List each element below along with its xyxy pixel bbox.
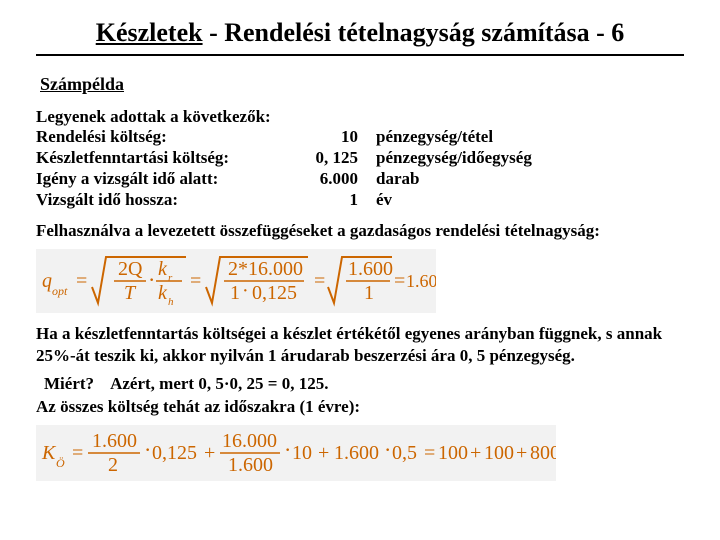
svg-text:K: K <box>41 442 57 464</box>
svg-text:800: 800 <box>530 442 556 464</box>
svg-text:100: 100 <box>484 442 514 464</box>
svg-text:=: = <box>424 442 435 464</box>
svg-text:0,5: 0,5 <box>392 442 417 464</box>
why-label: Miért? <box>44 374 94 393</box>
svg-text:k: k <box>158 282 168 304</box>
svg-text:=: = <box>72 442 83 464</box>
formula-ko: K Ö = 1.600 2 · 0,125 + 16.000 1.600 · 1… <box>36 425 684 481</box>
why-answer: Azért, mert 0, 5·0, 25 = 0, 125. <box>110 374 328 393</box>
svg-text:+: + <box>516 442 527 464</box>
svg-text:1.600: 1.600 <box>92 430 137 452</box>
svg-text:·: · <box>148 267 155 292</box>
title-rest: - Rendelési tételnagyság számítása - 6 <box>203 18 625 47</box>
svg-text:=: = <box>314 270 325 292</box>
svg-text:16.000: 16.000 <box>222 430 277 452</box>
svg-text:q: q <box>42 270 52 292</box>
svg-text:opt: opt <box>52 284 68 298</box>
svg-text:·: · <box>284 437 291 462</box>
svg-text:r: r <box>168 272 173 284</box>
given-table: Rendelési költség: 10 pénzegység/tétel K… <box>36 127 684 210</box>
given-unit: év <box>376 190 684 210</box>
title-underlined: Készletek <box>96 18 203 47</box>
svg-text:Ö: Ö <box>56 455 65 470</box>
svg-text:0,125: 0,125 <box>252 282 297 304</box>
svg-text:+: + <box>470 442 481 464</box>
given-value: 10 <box>286 127 376 147</box>
given-unit: darab <box>376 169 684 189</box>
svg-text:0,125: 0,125 <box>152 442 197 464</box>
svg-text:100: 100 <box>438 442 468 464</box>
svg-text:·: · <box>242 280 249 302</box>
svg-text:+: + <box>204 442 215 464</box>
given-unit: pénzegység/időegység <box>376 148 684 168</box>
svg-text:k: k <box>158 258 168 280</box>
svg-text:1.600: 1.600 <box>348 258 393 280</box>
svg-text:+: + <box>318 442 329 464</box>
formula-qopt: q opt = 2Q T · k r k h = 2*16.000 1 <box>36 249 684 313</box>
page-title: Készletek - Rendelési tételnagyság számí… <box>36 18 684 56</box>
svg-text:=: = <box>76 270 87 292</box>
given-header: Legyenek adottak a következők: <box>36 107 684 127</box>
svg-text:T: T <box>124 282 137 304</box>
given-value: 0, 125 <box>286 148 376 168</box>
svg-text:·: · <box>144 437 151 462</box>
svg-text:=: = <box>190 270 201 292</box>
example-heading: Számpélda <box>40 74 684 95</box>
svg-text:1.600: 1.600 <box>406 271 436 291</box>
paragraph-2: Ha a készletfenntartás költségei a készl… <box>36 323 684 366</box>
svg-text:1: 1 <box>230 282 240 304</box>
given-label: Igény a vizsgált idő alatt: <box>36 169 286 189</box>
paragraph-3: Az összes költség tehát az időszakra (1 … <box>36 396 684 417</box>
svg-text:1.600: 1.600 <box>228 454 273 476</box>
given-block: Legyenek adottak a következők: Rendelési… <box>36 107 684 210</box>
svg-text:1: 1 <box>364 282 374 304</box>
svg-text:h: h <box>168 296 174 308</box>
paragraph-1: Felhasználva a levezetett összefüggéseke… <box>36 220 684 241</box>
svg-text:2Q: 2Q <box>118 258 143 280</box>
svg-text:10: 10 <box>292 442 312 464</box>
svg-text:2: 2 <box>108 454 118 476</box>
given-label: Rendelési költség: <box>36 127 286 147</box>
given-value: 1 <box>286 190 376 210</box>
given-label: Vizsgált idő hossza: <box>36 190 286 210</box>
svg-text:1.600: 1.600 <box>334 442 379 464</box>
given-unit: pénzegység/tétel <box>376 127 684 147</box>
svg-text:2*16.000: 2*16.000 <box>228 258 303 280</box>
svg-text:·: · <box>384 437 391 462</box>
given-label: Készletfenntartási költség: <box>36 148 286 168</box>
given-value: 6.000 <box>286 169 376 189</box>
svg-text:=: = <box>394 270 405 292</box>
